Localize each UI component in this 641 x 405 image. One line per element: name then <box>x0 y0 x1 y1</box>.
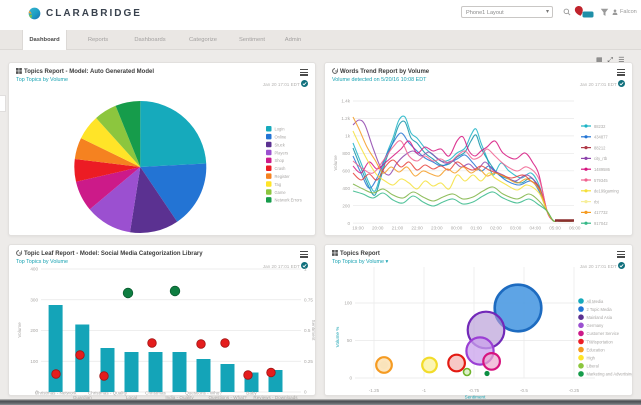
svg-text:-1: -1 <box>422 388 427 393</box>
svg-text:434877: 434877 <box>594 135 608 140</box>
svg-text:Volume: Volume <box>17 322 22 338</box>
svg-text:Liberal: Liberal <box>587 364 599 369</box>
svg-text:100: 100 <box>344 301 352 306</box>
svg-text:Mainland Asia: Mainland Asia <box>587 315 613 320</box>
svg-text:All Media: All Media <box>587 299 605 304</box>
svg-text:India - Quality: India - Quality <box>165 395 194 400</box>
svg-text:1.2k: 1.2k <box>341 116 350 121</box>
svg-text:Christmas - Quality: Christmas - Quality <box>88 391 128 396</box>
svg-text:Tag: Tag <box>275 182 282 187</box>
svg-text:800: 800 <box>342 151 350 156</box>
svg-text:200: 200 <box>30 328 38 333</box>
svg-text:100: 100 <box>30 359 38 364</box>
svg-text:0: 0 <box>349 376 352 381</box>
svg-text:00:00: 00:00 <box>451 226 463 231</box>
svg-text:50: 50 <box>347 338 353 343</box>
svg-text:1489586: 1489586 <box>594 167 611 172</box>
svg-text:1.4k: 1.4k <box>341 99 350 104</box>
svg-text:200: 200 <box>342 203 350 208</box>
svg-text:Questions - What?: Questions - What? <box>208 395 246 400</box>
svg-text:Register: Register <box>275 174 291 179</box>
svg-text:600: 600 <box>342 169 350 174</box>
svg-text:-1.25: -1.25 <box>369 388 380 393</box>
svg-text:Education: Education <box>587 347 606 352</box>
svg-text:400: 400 <box>30 267 38 272</box>
svg-text:1k: 1k <box>345 134 351 139</box>
svg-text:0.25: 0.25 <box>304 359 313 364</box>
svg-text:Local: Local <box>126 395 137 400</box>
svg-text:02:00: 02:00 <box>490 226 502 231</box>
svg-text:Sentiment: Sentiment <box>465 395 486 400</box>
svg-text:20:00: 20:00 <box>372 226 384 231</box>
svg-text:917042: 917042 <box>594 221 608 226</box>
svg-text:Christmas: Christmas <box>145 391 166 396</box>
svg-text:Game: Game <box>275 190 287 195</box>
svg-text:0.5: 0.5 <box>304 328 311 333</box>
svg-text:Transportation: Transportation <box>587 339 614 344</box>
svg-text:1: 1 <box>304 267 307 272</box>
svg-text:Volume: Volume <box>333 155 338 171</box>
svg-text:88232: 88232 <box>594 124 606 129</box>
svg-text:19:00: 19:00 <box>352 226 364 231</box>
svg-text:Online: Online <box>275 135 288 140</box>
svg-text:Shop: Shop <box>275 158 285 163</box>
svg-text:2 Topic Media: 2 Topic Media <box>587 307 613 312</box>
svg-text:01:00: 01:00 <box>470 226 482 231</box>
svg-text:Baby: Baby <box>246 391 257 396</box>
svg-text:417732: 417732 <box>594 210 608 215</box>
svg-text:-0.75: -0.75 <box>469 388 480 393</box>
svg-text:579345: 579345 <box>594 178 608 183</box>
svg-text:city_rtb: city_rtb <box>594 156 608 161</box>
svg-text:21:00: 21:00 <box>392 226 404 231</box>
svg-text:Guardian: Guardian <box>73 395 92 400</box>
svg-text:Crash: Crash <box>275 166 287 171</box>
svg-text:06:00: 06:00 <box>569 226 581 231</box>
svg-text:300: 300 <box>30 297 38 302</box>
svg-text:High: High <box>587 356 596 361</box>
svg-text:0: 0 <box>304 390 307 395</box>
svg-text:Christmas - Network: Christmas - Network <box>35 391 77 396</box>
svg-text:-0.5: -0.5 <box>520 388 528 393</box>
svg-text:400: 400 <box>342 186 350 191</box>
svg-text:Reviews - Downloads: Reviews - Downloads <box>253 395 298 400</box>
svg-text:rbt: rbt <box>594 199 600 204</box>
svg-text:22:00: 22:00 <box>411 226 423 231</box>
svg-text:Network Errors: Network Errors <box>275 198 302 203</box>
svg-text:88212: 88212 <box>594 145 606 150</box>
svg-text:05:00: 05:00 <box>549 226 561 231</box>
svg-text:0: 0 <box>347 221 350 226</box>
svg-text:Customer Service: Customer Service <box>587 331 620 336</box>
svg-text:Questions - Who?: Questions - Who? <box>185 391 222 396</box>
svg-text:04:00: 04:00 <box>530 226 542 231</box>
svg-text:Germany: Germany <box>587 323 605 328</box>
svg-text:0.75: 0.75 <box>304 297 313 302</box>
svg-text:Stuck: Stuck <box>275 142 286 147</box>
svg-text:0: 0 <box>35 390 38 395</box>
svg-text:-0.25: -0.25 <box>569 388 580 393</box>
svg-text:Marketing and Advertising: Marketing and Advertising <box>587 372 633 377</box>
svg-text:03:00: 03:00 <box>510 226 522 231</box>
svg-text:23:00: 23:00 <box>431 226 443 231</box>
svg-text:Login: Login <box>275 127 286 132</box>
svg-text:Volume %: Volume % <box>335 327 340 348</box>
svg-text:Sentiment: Sentiment <box>311 320 315 341</box>
svg-text:Players: Players <box>275 150 289 155</box>
svg-text:de199gaming: de199gaming <box>594 189 620 194</box>
